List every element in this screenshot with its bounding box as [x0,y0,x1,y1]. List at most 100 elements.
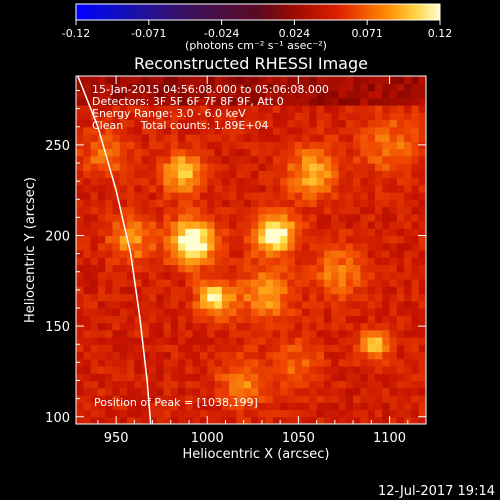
heatmap-pixel [345,177,354,186]
heatmap-pixel [148,148,157,157]
heatmap-pixel [221,90,230,99]
heatmap-pixel [199,141,208,150]
heatmap-pixel [148,250,157,258]
heatmap-pixel [389,134,398,142]
heatmap-pixel [163,257,172,266]
heatmap-pixel [323,329,332,338]
heatmap-pixel [214,395,223,403]
heatmap-pixel [389,155,398,164]
heatmap-pixel [396,76,405,84]
heatmap-pixel [229,177,238,186]
heatmap-pixel [90,329,99,338]
heatmap-pixel [127,344,135,353]
heatmap-pixel [236,286,245,295]
heatmap-pixel [331,134,340,142]
heatmap-pixel [294,105,303,113]
heatmap-pixel [323,163,332,171]
heatmap-pixel [127,134,135,142]
heatmap-pixel [316,286,325,295]
heatmap-pixel [105,177,114,186]
heatmap-pixel [382,322,391,331]
heatmap-pixel [156,228,165,237]
heatmap-pixel [404,395,413,403]
heatmap-pixel [236,358,245,367]
heatmap-pixel [309,315,318,324]
heatmap-pixel [243,322,252,331]
heatmap-pixel [236,213,245,222]
heatmap-pixel [353,141,361,150]
heatmap-pixel [287,134,296,142]
heatmap-pixel [251,141,259,150]
heatmap-pixel [294,286,303,295]
heatmap-pixel [97,235,106,244]
heatmap-pixel [331,235,340,244]
heatmap-pixel [302,97,310,106]
heatmap-pixel [178,134,186,142]
heatmap-pixel [119,184,128,193]
heatmap-pixel [353,242,361,251]
heatmap-pixel [119,228,128,237]
heatmap-pixel [258,83,267,92]
heatmap-pixel [221,271,230,280]
heatmap-pixel [178,141,186,150]
heatmap-pixel [418,373,426,382]
heatmap-pixel [323,119,332,128]
heatmap-pixel [76,199,84,208]
heatmap-pixel [83,170,92,179]
heatmap-pixel [309,192,318,200]
heatmap-pixel [272,279,281,287]
heatmap-pixel [229,387,238,396]
heatmap-pixel [134,213,143,222]
heatmap-pixel [374,184,383,193]
heatmap-pixel [127,395,135,403]
heatmap-pixel [353,90,361,99]
heatmap-pixel [134,177,143,186]
heatmap-pixel [280,358,289,367]
heatmap-pixel [199,387,208,396]
heatmap-pixel [280,308,289,316]
heatmap-pixel [367,119,376,128]
heatmap-pixel [185,387,194,396]
heatmap-pixel [192,293,201,302]
heatmap-pixel [76,300,84,309]
heatmap-pixel [251,76,259,84]
heatmap-pixel [396,221,405,229]
heatmap-pixel [411,126,420,135]
heatmap-pixel [141,119,150,128]
heatmap-pixel [404,264,413,273]
heatmap-pixel [309,351,318,360]
heatmap-pixel [309,344,318,353]
heatmap-pixel [105,119,114,128]
heatmap-pixel [156,163,165,171]
heatmap-pixel [367,235,376,244]
heatmap-pixel [163,358,172,367]
heatmap-pixel [345,409,354,418]
heatmap-pixel [170,105,179,113]
heatmap-pixel [192,235,201,244]
heatmap-pixel [302,387,310,396]
heatmap-pixel [97,83,106,92]
heatmap-pixel [367,271,376,280]
heatmap-pixel [294,184,303,193]
heatmap-pixel [119,213,128,222]
heatmap-pixel [258,315,267,324]
heatmap-pixel [280,337,289,345]
heatmap-pixel [243,308,252,316]
heatmap-pixel [258,163,267,171]
heatmap-pixel [367,380,376,389]
heatmap-pixel [389,221,398,229]
heatmap-pixel [83,184,92,193]
heatmap-pixel [272,228,281,237]
heatmap-pixel [76,90,84,99]
heatmap-pixel [207,337,216,345]
heatmap-pixel [185,141,194,150]
heatmap-pixel [258,329,267,338]
heatmap-pixel [127,337,135,345]
heatmap-pixel [265,242,274,251]
heatmap-pixel [178,409,186,418]
heatmap-pixel [112,228,121,237]
heatmap-pixel [411,395,420,403]
heatmap-pixel [323,126,332,135]
heatmap-pixel [127,90,135,99]
heatmap-pixel [185,155,194,164]
